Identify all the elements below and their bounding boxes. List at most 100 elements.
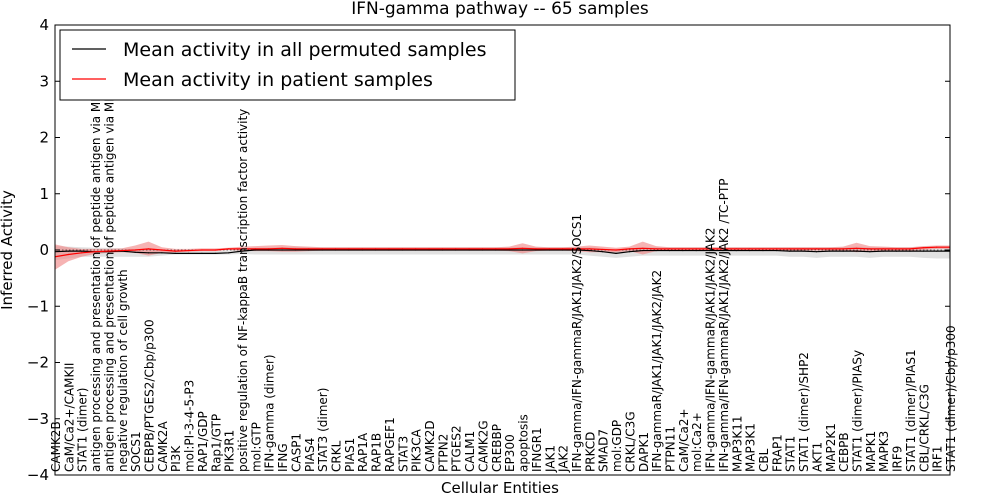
x-category-label: IFN-gammaR/JAK1/JAK1/JAK2/JAK2: [650, 270, 664, 472]
x-category-label: STAT1 (dimer): [76, 388, 90, 472]
x-category-label: PTPN2: [436, 434, 450, 472]
x-category-label: STAT1 (dimer)/PIASy: [850, 350, 864, 472]
x-category-label: CaM/Ca2+/CAMKII: [62, 363, 76, 472]
x-category-label: IFN-gamma (dimer): [263, 354, 277, 472]
x-category-label: RAP1B: [370, 433, 384, 472]
legend-box: [59, 29, 516, 101]
x-category-label: AKT1: [810, 442, 824, 472]
x-category-label: mol:PI-3-4-5-P3: [183, 380, 197, 472]
x-category-label: RAP1/GDP: [196, 411, 210, 472]
x-category-label: MAP3K11: [730, 415, 744, 472]
data-point: [388, 248, 390, 250]
data-point: [668, 249, 671, 252]
y-tick-label: −4: [27, 466, 49, 484]
x-category-label: CEBPB: [837, 432, 851, 472]
data-point: [254, 248, 256, 250]
data-point: [842, 248, 844, 250]
data-point: [521, 247, 524, 249]
data-point: [201, 249, 203, 251]
data-point: [642, 247, 644, 249]
data-point: [895, 250, 898, 252]
data-point: [602, 248, 604, 251]
legend: Mean activity in all permuted samples Me…: [59, 29, 516, 101]
data-point: [134, 251, 136, 253]
x-category-label: CBL: [757, 448, 771, 472]
data-point: [722, 248, 724, 250]
data-point: [334, 248, 337, 250]
data-point: [575, 248, 577, 250]
data-point: [67, 250, 69, 252]
data-point: [81, 250, 83, 252]
y-tick-label: 3: [39, 72, 49, 90]
data-point: [401, 248, 403, 250]
data-point: [468, 249, 470, 251]
x-category-label: CAMK2A: [156, 421, 170, 472]
data-point: [708, 249, 711, 252]
data-point: [201, 252, 203, 254]
data-point: [268, 248, 270, 250]
data-point: [775, 248, 777, 250]
data-point: [829, 248, 831, 250]
data-point: [334, 249, 337, 251]
y-axis: −4 −3 −2 −1 0 1 2 3 4: [27, 16, 950, 484]
y-tick-label: 0: [39, 241, 49, 259]
data-point: [228, 252, 230, 254]
x-category-label: STAT1: [784, 436, 798, 472]
data-point: [735, 249, 737, 252]
data-point: [802, 248, 804, 250]
data-point: [495, 249, 497, 251]
data-point: [308, 248, 310, 250]
x-category-label: antigen processing and presentation of p…: [89, 43, 103, 472]
data-point: [321, 248, 323, 250]
x-category-label: SOCS1: [129, 431, 143, 472]
y-tick-label: 2: [39, 129, 49, 147]
data-point: [815, 251, 818, 253]
data-point: [936, 246, 938, 248]
data-point: [588, 248, 590, 250]
data-point: [415, 249, 417, 251]
x-category-label: mol:GDP: [610, 420, 624, 472]
x-category-label: PIAS1: [343, 438, 357, 472]
x-category-label: EP300: [503, 434, 517, 472]
chart-title: IFN-gamma pathway -- 65 samples: [351, 0, 649, 19]
x-category-label: MAPK3: [877, 431, 891, 472]
x-category-label: IFNGR1: [530, 427, 544, 472]
data-point: [348, 249, 350, 251]
data-point: [508, 248, 510, 250]
data-point: [855, 247, 858, 249]
data-point: [642, 249, 644, 252]
y-axis-title: Inferred Activity: [0, 190, 16, 310]
x-category-label: CAMK2G: [476, 420, 490, 472]
x-category-label: STAT1 (dimer)/PIAS1: [904, 349, 918, 472]
data-point: [562, 249, 564, 251]
x-category-label: IFN-gamma/IFN-gammaR/JAK1/JAK2/JAK2: [704, 227, 718, 472]
data-point: [829, 250, 831, 252]
y-tick-label: 1: [39, 185, 49, 203]
data-point: [415, 248, 417, 250]
data-point: [936, 250, 938, 252]
data-point: [495, 248, 497, 250]
x-axis-title: Cellular Entities: [441, 479, 559, 497]
data-point: [749, 249, 751, 252]
data-point: [294, 249, 297, 251]
data-point: [121, 249, 123, 252]
data-point: [94, 251, 96, 253]
x-category-label: STAT3 (dimer): [316, 388, 330, 472]
x-category-label: apoptosis: [517, 414, 531, 472]
x-category-label: RAPGEF1: [383, 417, 397, 472]
x-category-label: STAT1 (dimer)/Cbp/p300: [944, 325, 958, 472]
data-point: [548, 248, 550, 250]
data-point: [508, 249, 510, 251]
patient-mean-line: [55, 246, 950, 258]
data-point: [428, 248, 430, 250]
y-tick-label: −3: [27, 410, 49, 428]
data-point: [268, 249, 270, 251]
data-point: [562, 248, 564, 250]
data-point: [81, 252, 83, 254]
data-point: [281, 249, 283, 251]
data-point: [749, 248, 751, 250]
x-category-label: DAPK1: [637, 432, 651, 472]
data-point: [348, 248, 350, 250]
data-point: [455, 249, 457, 251]
